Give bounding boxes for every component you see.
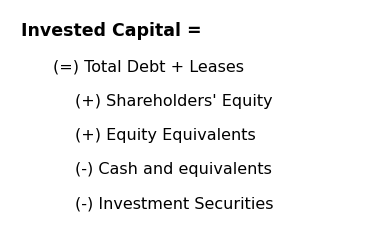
Text: (-) Cash and equivalents: (-) Cash and equivalents	[75, 162, 272, 177]
Text: (-) Investment Securities: (-) Investment Securities	[75, 196, 274, 211]
Text: (+) Equity Equivalents: (+) Equity Equivalents	[75, 128, 256, 143]
Text: Invested Capital =: Invested Capital =	[21, 22, 201, 39]
Text: (+) Shareholders' Equity: (+) Shareholders' Equity	[75, 94, 273, 109]
Text: (=) Total Debt + Leases: (=) Total Debt + Leases	[53, 59, 244, 74]
